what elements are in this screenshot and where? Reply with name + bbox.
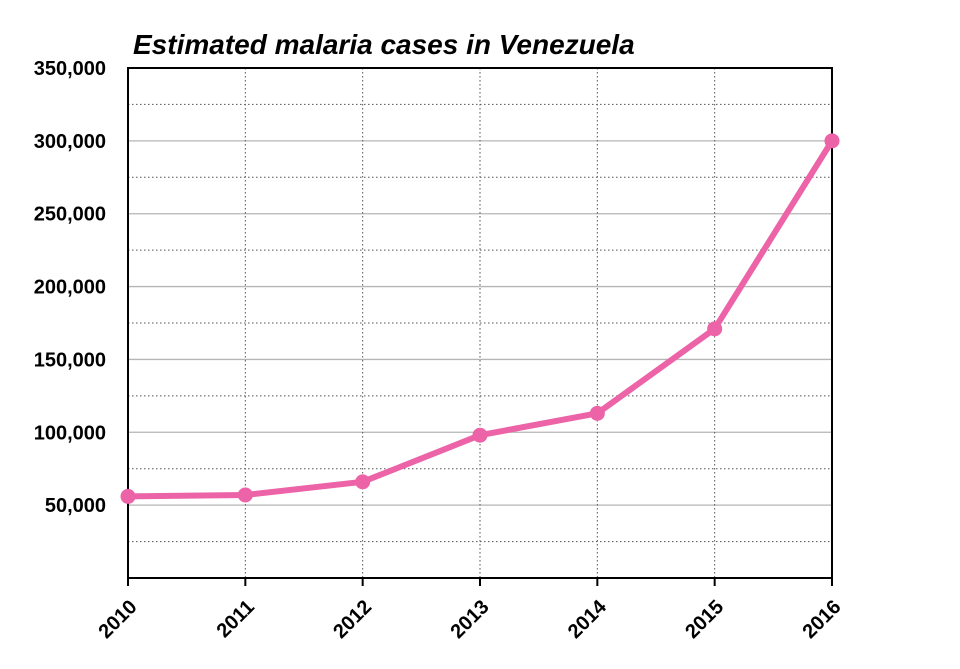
x-tick-label: 2016 [799, 596, 846, 643]
y-tick-label: 350,000 [34, 58, 106, 80]
data-point-2010 [120, 488, 136, 504]
data-point-2013 [472, 427, 488, 443]
x-axis-tick-labels: 2010 2011 2012 2013 2014 2015 2016 [95, 595, 846, 643]
data-point-2012 [355, 474, 371, 490]
gridlines [128, 67, 832, 578]
data-point-2014 [589, 405, 605, 421]
y-tick-label: 50,000 [45, 495, 106, 517]
y-tick-label: 150,000 [34, 349, 106, 371]
data-series [120, 133, 840, 504]
x-tick-label: 2015 [681, 596, 728, 643]
y-tick-label: 200,000 [34, 277, 106, 299]
y-tick-label: 100,000 [34, 422, 106, 444]
data-point-2015 [707, 321, 723, 337]
x-tick-label: 2011 [213, 596, 259, 642]
series-line [125, 137, 835, 500]
data-point-2016 [824, 133, 840, 149]
y-tick-label: 250,000 [34, 204, 106, 226]
y-tick-label: 300,000 [34, 131, 106, 153]
x-tick-label: 2014 [564, 595, 612, 643]
x-tick-label: 2013 [447, 596, 494, 643]
chart-title: Estimated malaria cases in Venezuela [133, 29, 635, 60]
data-point-2011 [237, 487, 253, 503]
x-tick-label: 2012 [329, 596, 376, 643]
axes [127, 67, 833, 586]
y-axis-tick-labels: 50,000 100,000 150,000 200,000 250,000 300,00… [34, 58, 106, 517]
x-tick-label: 2010 [95, 596, 142, 643]
